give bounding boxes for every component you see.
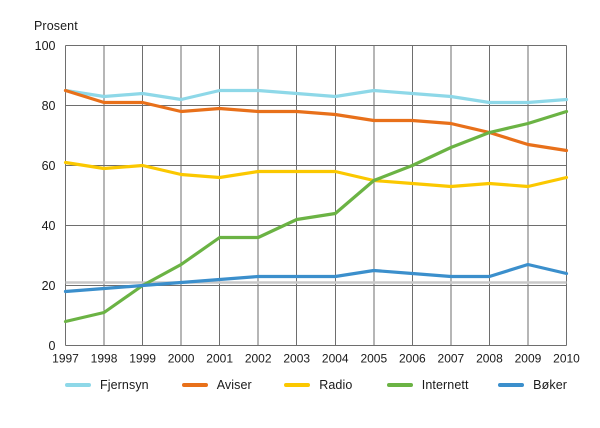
y-tick-labels: 0 20 40 60 80 100	[35, 39, 56, 353]
legend-swatch-icon	[386, 383, 413, 387]
legend-item-fjernsyn[interactable]: Fjernsyn	[65, 378, 182, 392]
x-tick-label: 2004	[322, 352, 349, 366]
x-tick-label: 1998	[91, 352, 118, 366]
legend-label: Fjernsyn	[100, 378, 149, 392]
x-tick-label: 2009	[515, 352, 542, 366]
x-tick-label: 2010	[553, 352, 580, 366]
x-tick-label: 2000	[168, 352, 195, 366]
x-tick-label: 1997	[52, 352, 79, 366]
y-tick-label: 80	[42, 99, 56, 113]
y-tick-label: 60	[42, 159, 56, 173]
legend-swatch-icon	[498, 383, 525, 387]
x-tick-label: 1999	[129, 352, 156, 366]
x-tick-label: 2001	[206, 352, 233, 366]
series-line-b-ker	[63, 262, 569, 294]
x-tick-label: 2002	[245, 352, 272, 366]
y-tick-label: 0	[49, 339, 56, 353]
legend-label: Internett	[421, 378, 469, 392]
x-tick-labels: 1997 1998 1999 2000 2001 2002 2003 2004 2005 2006…	[52, 352, 580, 366]
legend-item-radio[interactable]: Radio	[284, 378, 387, 392]
series-line-internett	[63, 109, 569, 324]
x-gridlines	[65, 45, 567, 346]
legend-swatch-icon	[181, 383, 208, 387]
y-gridlines	[65, 45, 567, 346]
x-tick-label: 2008	[476, 352, 503, 366]
series-line-fjernsyn	[63, 88, 569, 105]
series-line-radio	[63, 160, 569, 189]
legend-label: Radio	[319, 378, 353, 392]
y-axis-title: Prosent	[34, 19, 78, 33]
legend-item-internett[interactable]: Internett	[386, 378, 498, 392]
legend-label: Bøker	[533, 378, 568, 392]
x-tick-label: 2005	[360, 352, 387, 366]
series-lines	[63, 88, 569, 324]
legend-swatch-icon	[65, 383, 91, 387]
legend-item-b-ker[interactable]: Bøker	[498, 378, 567, 392]
x-tick-label: 2003	[283, 352, 310, 366]
chart-legend: Fjernsyn Aviser Radio Internett Bøker	[65, 372, 567, 398]
legend-swatch-icon	[284, 383, 311, 387]
y-tick-label: 20	[42, 279, 56, 293]
series-line-aviser	[63, 88, 569, 153]
x-tick-label: 2006	[399, 352, 426, 366]
y-tick-label: 40	[42, 219, 56, 233]
x-tick-label: 2007	[438, 352, 465, 366]
legend-item-aviser[interactable]: Aviser	[181, 378, 285, 392]
y-tick-label: 100	[35, 39, 56, 53]
legend-label: Aviser	[216, 378, 252, 392]
